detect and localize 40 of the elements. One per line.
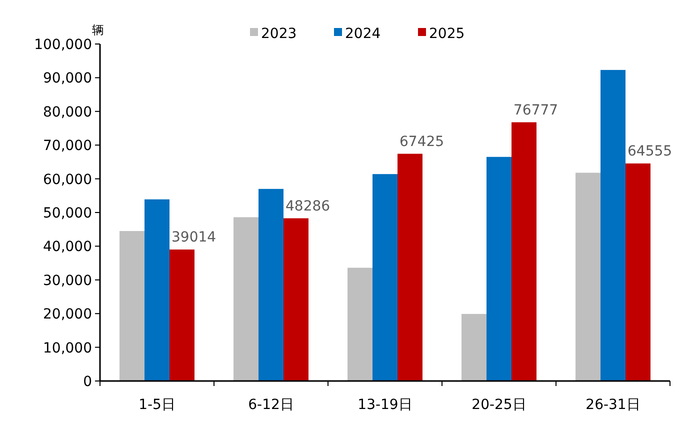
y-tick-label: 80,000 <box>43 104 92 120</box>
y-tick-label: 10,000 <box>43 340 92 356</box>
y-tick-label: 40,000 <box>43 239 92 256</box>
y-tick-label: 90,000 <box>43 70 92 87</box>
data-label: 48286 <box>286 198 330 214</box>
bar <box>372 174 398 381</box>
bar <box>234 217 258 381</box>
bar <box>626 163 650 381</box>
y-axis-title: 辆 <box>92 23 104 37</box>
x-tick-label: 20-25日 <box>472 397 526 413</box>
bar <box>170 250 194 381</box>
bar <box>512 122 536 381</box>
y-tick-label: 100,000 <box>34 37 92 53</box>
bar <box>284 218 308 381</box>
data-label: 64555 <box>628 143 672 160</box>
y-tick-label: 0 <box>83 374 92 390</box>
bar <box>120 231 144 381</box>
data-label: 39014 <box>172 230 216 246</box>
x-tick-label: 13-19日 <box>358 397 412 413</box>
y-tick-label: 60,000 <box>43 172 92 188</box>
bar <box>258 188 284 381</box>
bar <box>462 314 486 381</box>
bar <box>576 172 600 381</box>
y-tick-label: 30,000 <box>43 272 92 289</box>
y-tick-label: 50,000 <box>43 206 92 222</box>
bar <box>600 70 626 381</box>
bar <box>486 156 512 381</box>
x-tick-label: 1-5日 <box>138 397 176 413</box>
x-tick-label: 26-31日 <box>586 397 640 413</box>
bar <box>348 268 372 381</box>
y-tick-label: 70,000 <box>43 138 92 154</box>
y-tick-label: 20,000 <box>43 306 92 323</box>
legend-label: 2024 <box>345 26 381 42</box>
data-label: 67425 <box>400 134 444 150</box>
x-tick-label: 6-12日 <box>248 397 294 413</box>
data-label: 76777 <box>514 102 558 118</box>
bar <box>398 154 422 381</box>
legend-label: 2023 <box>261 26 297 42</box>
bar <box>144 199 170 381</box>
legend-label: 2025 <box>429 26 465 42</box>
